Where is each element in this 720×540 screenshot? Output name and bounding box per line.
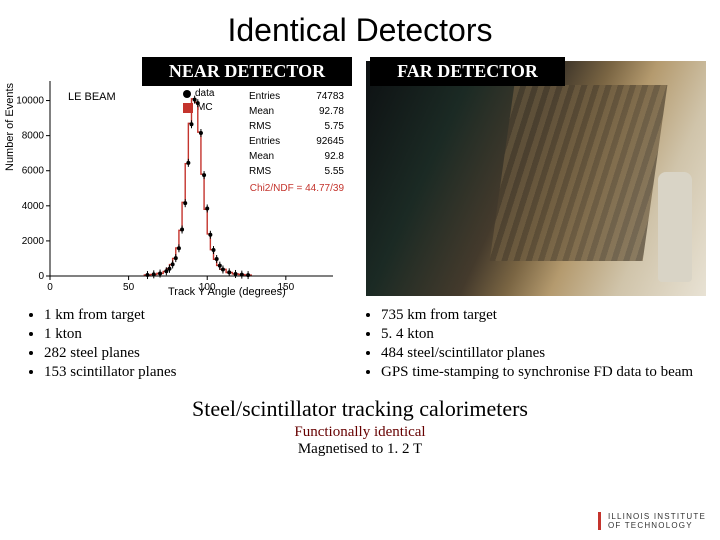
list-item: 1 kton: [44, 325, 365, 344]
logo-bar-icon: [598, 512, 601, 530]
footer-sub1: Functionally identical: [0, 424, 720, 441]
logo-line2: OF TECHNOLOGY: [608, 521, 693, 530]
list-item: 282 steel planes: [44, 344, 365, 363]
slide-title: Identical Detectors: [0, 0, 720, 49]
svg-text:2000: 2000: [22, 236, 45, 247]
list-item: 5. 4 kton: [381, 325, 702, 344]
near-chart: Number of Events LE BEAM data MC Entries…: [8, 61, 348, 296]
svg-text:4000: 4000: [22, 201, 45, 212]
far-panel: FAR DETECTOR: [360, 57, 720, 296]
footer-sub2: Magnetised to 1. 2 T: [0, 441, 720, 458]
far-bullets: 735 km from target5. 4 kton484 steel/sci…: [365, 306, 702, 382]
x-axis-label: Track Y Angle (degrees): [168, 286, 286, 298]
svg-text:0: 0: [47, 282, 53, 293]
svg-text:50: 50: [123, 282, 135, 293]
svg-text:8000: 8000: [22, 131, 45, 142]
list-item: 735 km from target: [381, 306, 702, 325]
panels-row: NEAR DETECTOR Number of Events LE BEAM d…: [0, 57, 720, 296]
list-item: GPS time-stamping to synchronise FD data…: [381, 363, 702, 382]
logo-line1: ILLINOIS INSTITUTE: [608, 512, 706, 521]
near-label: NEAR DETECTOR: [142, 57, 352, 86]
svg-text:6000: 6000: [22, 166, 45, 177]
list-item: 153 scintillator planes: [44, 363, 365, 382]
near-bullets: 1 km from target1 kton282 steel planes15…: [28, 306, 365, 382]
footer-main: Steel/scintillator tracking calorimeters: [0, 396, 720, 422]
footer: Steel/scintillator tracking calorimeters…: [0, 396, 720, 458]
iit-logo: ILLINOIS INSTITUTE OF TECHNOLOGY: [598, 512, 707, 530]
svg-text:10000: 10000: [16, 96, 44, 107]
chart-svg: 0200040006000800010000050100150: [8, 61, 348, 296]
svg-text:0: 0: [38, 271, 44, 282]
list-item: 484 steel/scintillator planes: [381, 344, 702, 363]
list-item: 1 km from target: [44, 306, 365, 325]
far-photo: [366, 61, 706, 296]
near-panel: NEAR DETECTOR Number of Events LE BEAM d…: [0, 57, 360, 296]
bullets-row: 1 km from target1 kton282 steel planes15…: [0, 306, 720, 382]
far-label: FAR DETECTOR: [370, 57, 565, 86]
